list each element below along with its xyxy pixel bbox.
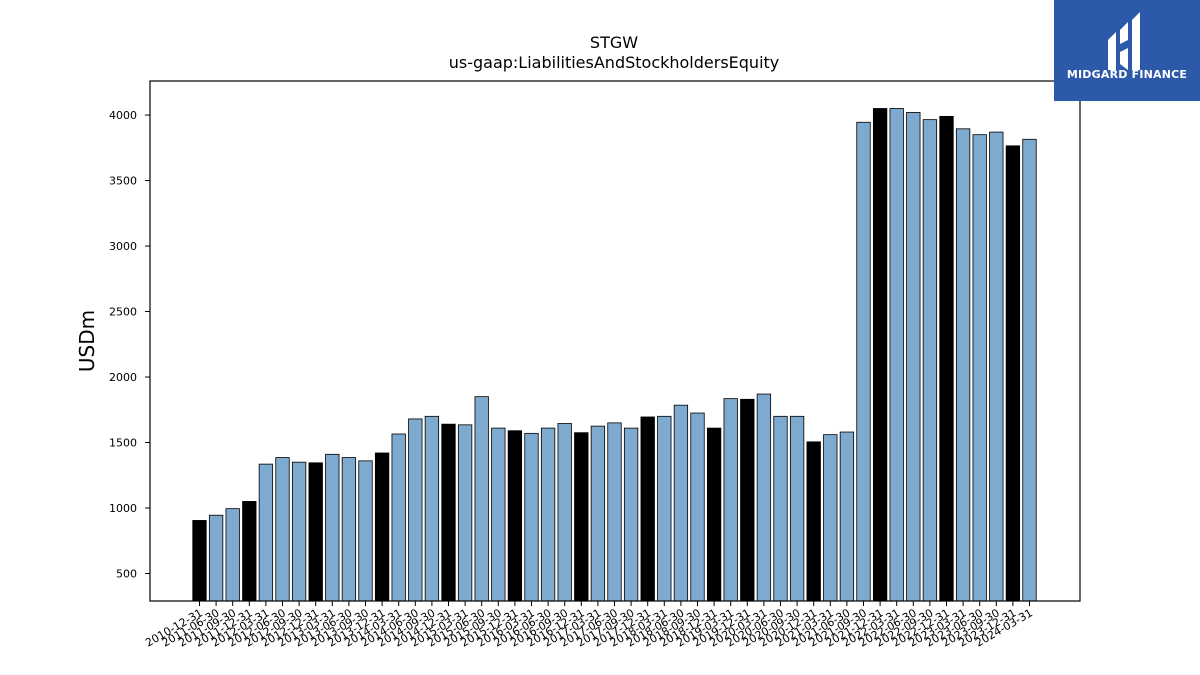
y-tick-label: 2000 <box>109 371 137 384</box>
plot-frame <box>149 80 1081 602</box>
bar-2022-03-31 <box>889 108 904 602</box>
bar-2012-06-30 <box>275 457 290 602</box>
bar-2014-12-31 <box>441 423 456 602</box>
bar-2020-12-31 <box>806 441 821 602</box>
chart-title: STGW <box>590 33 638 52</box>
bar-2014-06-30 <box>408 418 423 602</box>
y-tick-label: 2500 <box>109 306 137 319</box>
bar-2016-03-31 <box>524 432 539 602</box>
bar-2012-12-31 <box>308 462 323 602</box>
brand-logo: MIDGARD FINANCE <box>1054 0 1200 101</box>
bar-2014-03-31 <box>391 433 406 602</box>
bar-2017-03-31 <box>590 425 606 602</box>
bar-2017-12-31 <box>640 416 655 602</box>
bars-group <box>192 108 1037 602</box>
bar-2011-12-31 <box>242 501 257 602</box>
bar-2011-09-30 <box>225 508 240 602</box>
bar-2018-06-30 <box>673 404 689 602</box>
bar-2022-06-30 <box>906 112 921 602</box>
bar-2018-12-31 <box>706 427 722 602</box>
bar-2016-09-30 <box>557 423 572 602</box>
bar-2023-09-30 <box>989 131 1004 602</box>
bar-2021-09-30 <box>856 121 871 602</box>
y-axis-label: USDm <box>75 310 99 372</box>
bar-2015-12-31 <box>507 430 523 602</box>
bar-2015-09-30 <box>491 427 506 602</box>
bar-2019-12-31 <box>740 398 755 602</box>
bar-2024-03-31 <box>1022 138 1037 602</box>
bar-2012-03-31 <box>258 463 274 602</box>
bar-2016-12-31 <box>574 432 589 602</box>
bar-2023-06-30 <box>972 134 987 602</box>
brand-name: MIDGARD FINANCE <box>1066 68 1188 81</box>
bar-2015-03-31 <box>457 424 473 602</box>
y-tick-label: 1000 <box>109 502 137 515</box>
bar-2011-06-30 <box>208 514 224 602</box>
bar-2023-12-31 <box>1005 145 1021 602</box>
y-axis-ticks: 500 1000 1500 2000 2500 3000 3500 4000 <box>109 109 150 580</box>
bar-2021-03-31 <box>823 434 838 602</box>
bar-2022-09-30 <box>922 119 938 602</box>
y-tick-label: 3500 <box>109 175 137 188</box>
bar-2017-06-30 <box>607 422 622 602</box>
bar-2020-06-30 <box>773 415 788 602</box>
y-tick-label: 500 <box>116 567 137 580</box>
bar-2012-09-30 <box>291 461 307 602</box>
y-tick-label: 3000 <box>109 240 137 253</box>
bar-2018-09-30 <box>690 412 705 602</box>
bar-2022-12-31 <box>939 115 954 602</box>
y-tick-label: 1500 <box>109 437 137 450</box>
bar-2010-12-31 <box>192 520 207 602</box>
bar-2018-03-31 <box>657 415 672 602</box>
y-tick-label: 4000 <box>109 109 137 122</box>
bar-2015-06-30 <box>474 396 489 602</box>
bar-2019-03-31 <box>723 398 738 602</box>
bar-2020-09-30 <box>789 415 805 602</box>
bar-2013-09-30 <box>358 460 373 602</box>
bar-2017-09-30 <box>623 427 639 602</box>
bar-2021-12-31 <box>872 108 888 602</box>
bar-2021-06-30 <box>839 431 855 602</box>
bar-2014-09-30 <box>424 415 440 602</box>
mf-monogram-icon <box>1054 0 1200 101</box>
bar-2013-12-31 <box>374 452 390 602</box>
bar-2013-06-30 <box>341 457 357 602</box>
bar-2023-03-31 <box>955 128 971 602</box>
bar-2013-03-31 <box>325 453 340 602</box>
bar-2020-03-31 <box>756 393 772 602</box>
x-axis-ticks: 2010-12-312011-06-302011-09-302011-12-31… <box>143 601 1035 650</box>
bar-2016-06-30 <box>540 427 556 602</box>
chart-subtitle: us-gaap:LiabilitiesAndStockholdersEquity <box>449 53 780 72</box>
